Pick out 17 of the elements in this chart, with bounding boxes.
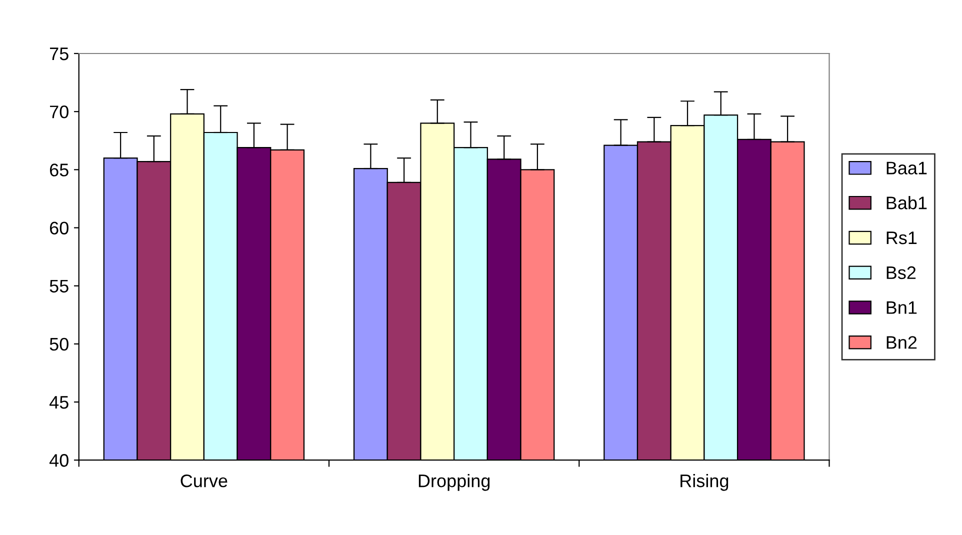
y-tick-label: 40 — [49, 454, 68, 467]
x-tick-label: Dropping — [418, 474, 490, 491]
legend-label: Rs1 — [886, 232, 917, 244]
legend-label: Bab1 — [886, 196, 927, 210]
y-tick-label: 75 — [50, 48, 68, 60]
y-tick-label: 45 — [49, 396, 68, 409]
y-tick-label: 70 — [50, 106, 68, 118]
x-tick-label: Curve — [180, 474, 228, 488]
legend-label: Bn1 — [886, 301, 917, 314]
y-tick-label: 55 — [50, 280, 68, 293]
legend-label: Baa1 — [886, 162, 927, 174]
y-tick-label: 60 — [50, 222, 68, 234]
y-tick-label: 50 — [50, 338, 68, 351]
x-tick-label: Rising — [680, 474, 728, 491]
legend-label: Bn2 — [886, 336, 917, 349]
y-tick-label: 65 — [50, 164, 68, 176]
legend-label: Bs2 — [886, 266, 916, 280]
